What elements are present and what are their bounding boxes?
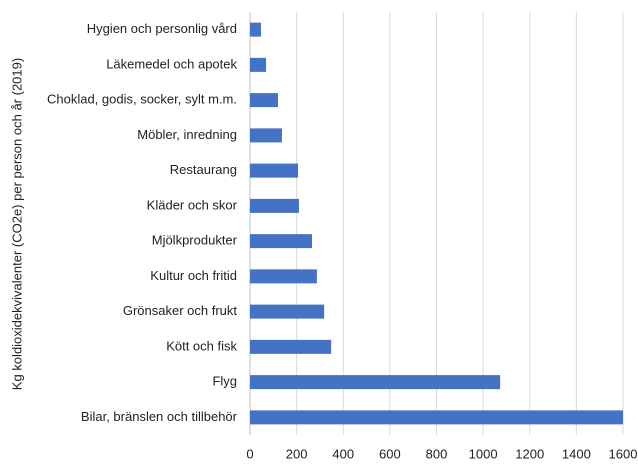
- y-tick-label: Mjölkprodukter: [152, 233, 238, 248]
- x-tick-label: 800: [426, 446, 448, 461]
- y-tick-label: Kultur och fritid: [150, 268, 237, 283]
- x-tick-label: 400: [332, 446, 354, 461]
- y-tick-label: Restaurang: [170, 162, 237, 177]
- bar: [250, 57, 267, 72]
- bar: [250, 163, 299, 178]
- y-tick-label: Flyg: [212, 374, 237, 389]
- bar: [250, 375, 501, 390]
- x-tick-label: 1600: [609, 446, 638, 461]
- bar: [250, 269, 317, 284]
- y-tick-label: Läkemedel och apotek: [106, 56, 237, 71]
- y-tick-label: Möbler, inredning: [137, 127, 237, 142]
- y-tick-label: Grönsaker och frukt: [123, 303, 238, 318]
- bar: [250, 198, 299, 213]
- bar: [250, 339, 332, 354]
- y-tick-label: Hygien och personlig vård: [87, 21, 237, 36]
- x-tick-label: 600: [379, 446, 401, 461]
- y-tick-label: Bilar, bränslen och tillbehör: [81, 409, 238, 424]
- bar: [250, 304, 325, 319]
- x-tick-label: 1200: [515, 446, 544, 461]
- y-tick-label: Kött och fisk: [166, 338, 237, 353]
- bar: [250, 234, 313, 249]
- bar: [250, 22, 261, 37]
- x-tick-label: 0: [246, 446, 253, 461]
- x-tick-label: 200: [286, 446, 308, 461]
- y-axis-label: Kg koldioxidekvivalenter (CO2e) per pers…: [9, 58, 24, 390]
- bar: [250, 410, 623, 425]
- y-tick-label: Choklad, godis, socker, sylt m.m.: [47, 92, 237, 107]
- x-tick-label: 1000: [469, 446, 498, 461]
- bar: [250, 93, 278, 108]
- y-tick-label: Kläder och skor: [147, 197, 238, 212]
- bar: [250, 128, 282, 143]
- x-tick-label: 1400: [562, 446, 591, 461]
